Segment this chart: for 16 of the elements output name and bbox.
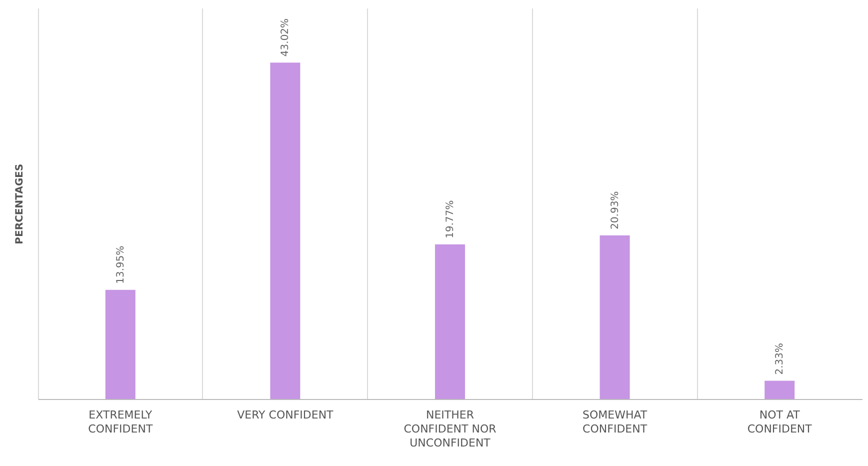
bar [270,62,300,399]
x-tick-label: EXTREMELY CONFIDENT [88,408,153,436]
x-tick-label: NEITHER CONFIDENT NOR UNCONFIDENT [404,408,497,450]
data-label: 2.33% [774,343,786,375]
bar [435,244,465,399]
data-label: 19.77% [445,200,456,238]
data-label: 13.95% [115,246,126,284]
bar [764,380,795,399]
bar [600,235,630,399]
bar [105,290,136,399]
data-label: 43.02% [280,18,292,57]
y-axis-title: PERCENTAGES [14,164,26,244]
x-tick-label: SOMEWHAT CONFIDENT [582,408,648,436]
x-tick-label: VERY CONFIDENT [237,408,334,422]
data-label: 20.93% [610,191,621,230]
x-tick-label: NOT AT CONFIDENT [747,408,812,436]
